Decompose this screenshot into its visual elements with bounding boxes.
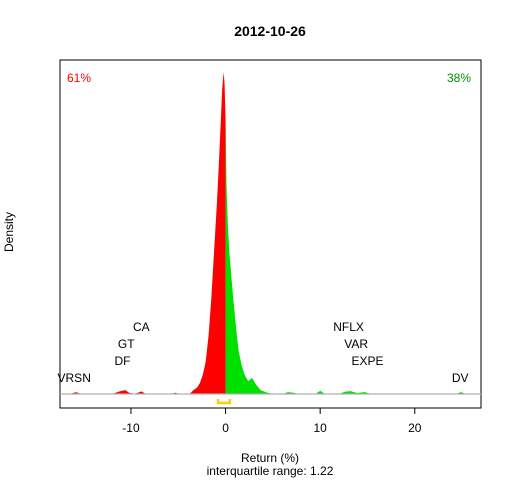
annotation-label: VAR <box>344 337 368 351</box>
x-tick-label: 10 <box>313 421 327 435</box>
x-axis-label: Return (%) <box>241 451 299 465</box>
density-negative-area <box>69 72 226 394</box>
annotation-label: DF <box>114 354 130 368</box>
x-tick-label: 20 <box>408 421 422 435</box>
iqr-marker <box>216 399 232 405</box>
x-tick-label: 0 <box>222 421 229 435</box>
density-positive-area <box>225 120 466 395</box>
annotation-label: CA <box>133 320 150 334</box>
annotation-label: GT <box>118 337 135 351</box>
percent-positive-label: 38% <box>447 71 471 85</box>
annotation-label: DV <box>452 371 469 385</box>
x-tick-label: -10 <box>122 421 140 435</box>
x-axis: -10 0 10 20 <box>122 407 422 435</box>
chart-subtitle: interquartile range: 1.22 <box>207 464 334 478</box>
density-area-layer <box>60 72 481 405</box>
y-axis-label: Density <box>2 212 16 252</box>
annotation-layer: VRSN DF GT CA DV EXPE VAR NFLX <box>58 320 469 385</box>
chart-title: 2012-10-26 <box>234 23 306 39</box>
annotation-label: VRSN <box>58 371 91 385</box>
annotation-label: NFLX <box>333 320 364 334</box>
annotation-label: EXPE <box>351 354 383 368</box>
percent-negative-label: 61% <box>67 71 91 85</box>
